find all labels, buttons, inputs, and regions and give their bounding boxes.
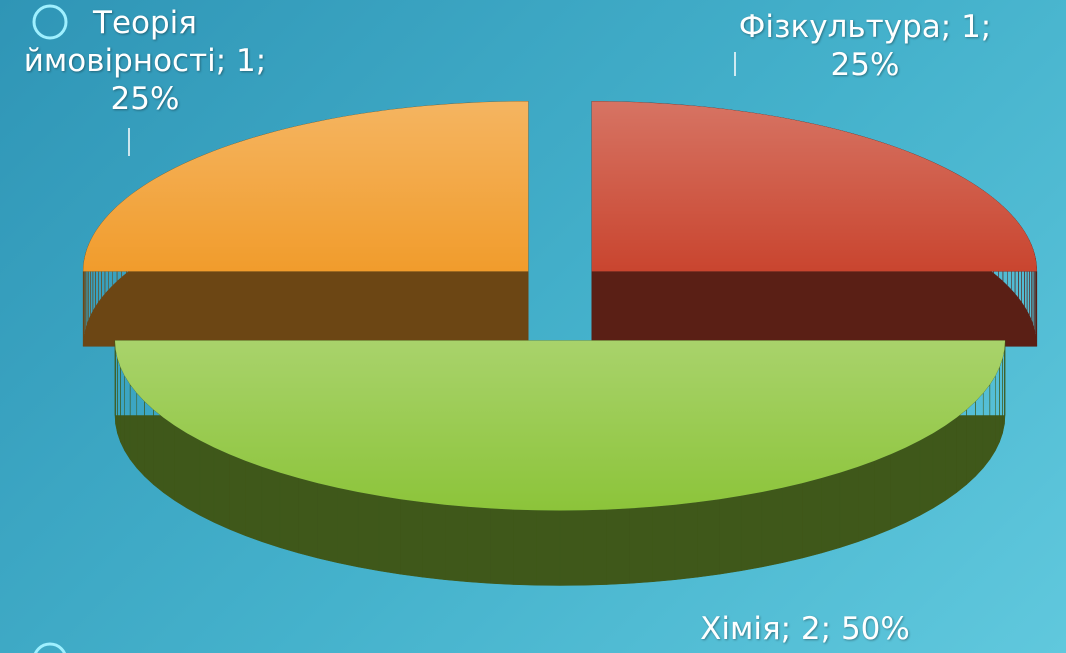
pie (82, 101, 1038, 586)
bullet (33, 642, 67, 653)
data-label: Теорія ймовірності; 1; 25% (23, 5, 267, 117)
data-label: Фізкультура; 1; 25% (738, 9, 992, 83)
slice-shine (115, 340, 1005, 511)
slice-shine (83, 101, 529, 272)
bullet (32, 4, 68, 40)
data-label: Хімія; 2; 50% (700, 611, 910, 647)
slice-shine (591, 101, 1037, 272)
